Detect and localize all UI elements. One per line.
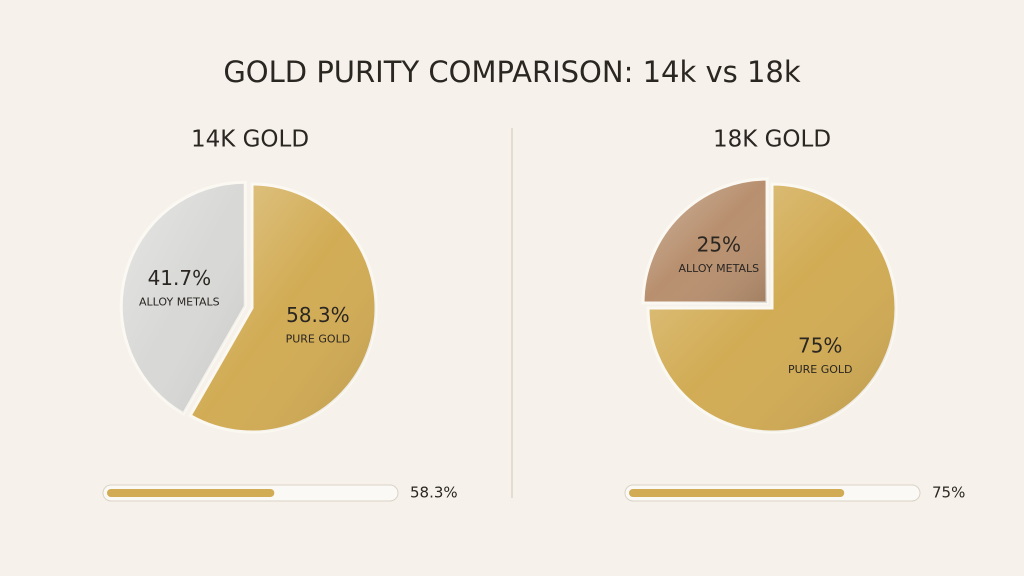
progress-fill [629,489,845,497]
progress-label: 58.3% [410,484,458,502]
chart-title: 14K GOLD [191,127,309,153]
progress-fill [107,489,275,497]
slice-category-label: ALLOY METALS [139,296,220,309]
slice-category-label: PURE GOLD [286,333,351,346]
slice-value-label: 25% [697,232,741,256]
slice-value-label: 41.7% [148,266,212,290]
slice-value-label: 75% [798,334,842,358]
slice-category-label: ALLOY METALS [679,262,760,275]
page-title: GOLD PURITY COMPARISON: 14k vs 18k [223,55,801,89]
slice-category-label: PURE GOLD [788,363,853,376]
chart-title: 18K GOLD [713,127,831,153]
slice-value-label: 58.3% [286,303,350,327]
progress-label: 75% [932,484,965,502]
